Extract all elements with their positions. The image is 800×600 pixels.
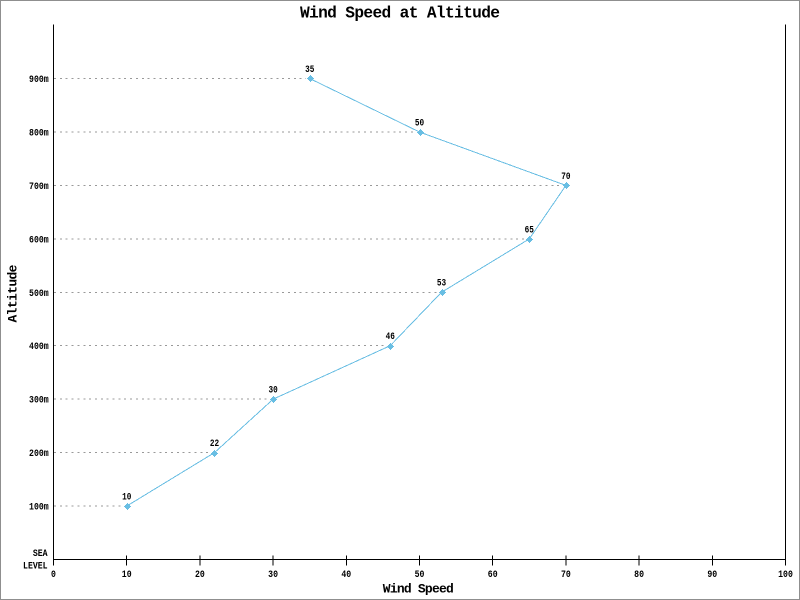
svg-text:80: 80 bbox=[634, 568, 644, 580]
svg-text:900m: 900m bbox=[29, 73, 49, 85]
svg-text:0: 0 bbox=[51, 568, 56, 580]
svg-text:60: 60 bbox=[488, 568, 498, 580]
svg-text:50: 50 bbox=[415, 568, 425, 580]
svg-text:100m: 100m bbox=[29, 500, 49, 512]
svg-text:40: 40 bbox=[341, 568, 351, 580]
svg-text:65: 65 bbox=[525, 224, 534, 235]
svg-text:90: 90 bbox=[707, 568, 717, 580]
svg-text:30: 30 bbox=[268, 385, 277, 396]
svg-text:35: 35 bbox=[305, 64, 314, 75]
svg-text:46: 46 bbox=[386, 331, 395, 342]
svg-text:500m: 500m bbox=[29, 287, 49, 299]
svg-text:50: 50 bbox=[415, 118, 424, 129]
svg-text:LEVEL: LEVEL bbox=[23, 560, 48, 572]
svg-text:600m: 600m bbox=[29, 233, 49, 245]
svg-text:22: 22 bbox=[210, 438, 219, 449]
svg-text:70: 70 bbox=[561, 171, 570, 182]
svg-text:300m: 300m bbox=[29, 394, 49, 406]
svg-text:100: 100 bbox=[778, 568, 793, 580]
svg-text:200m: 200m bbox=[29, 447, 49, 459]
svg-text:20: 20 bbox=[195, 568, 205, 580]
svg-text:30: 30 bbox=[268, 568, 278, 580]
svg-text:Altitude: Altitude bbox=[6, 264, 21, 322]
svg-text:10: 10 bbox=[122, 568, 132, 580]
svg-text:70: 70 bbox=[561, 568, 571, 580]
svg-text:SEA: SEA bbox=[33, 547, 48, 559]
svg-text:800m: 800m bbox=[29, 127, 49, 139]
svg-text:10: 10 bbox=[122, 492, 131, 503]
svg-text:Wind Speed: Wind Speed bbox=[383, 581, 454, 596]
svg-text:Wind Speed at Altitude: Wind Speed at Altitude bbox=[300, 5, 500, 23]
svg-text:400m: 400m bbox=[29, 340, 49, 352]
svg-text:53: 53 bbox=[437, 278, 446, 289]
svg-text:700m: 700m bbox=[29, 180, 49, 192]
